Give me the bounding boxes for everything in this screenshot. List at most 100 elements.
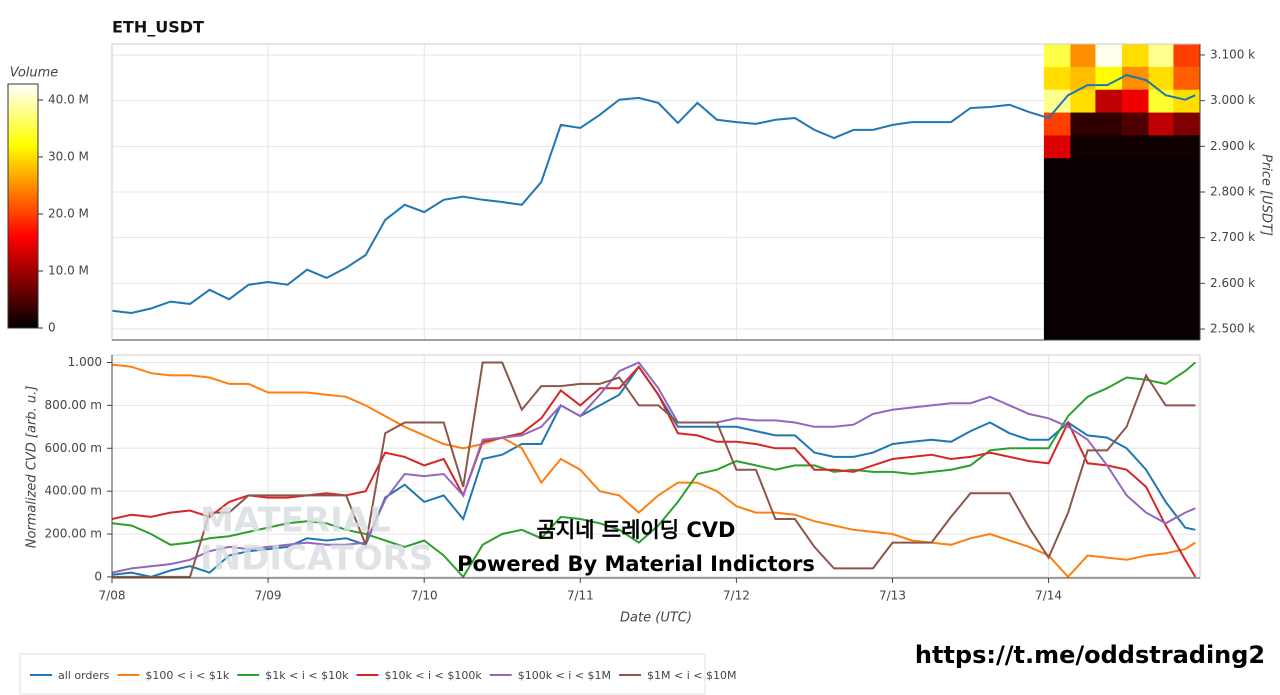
series-line	[112, 74, 1196, 315]
chart-title: ETH_USDT	[112, 18, 204, 37]
heatmap-cell	[1095, 89, 1123, 113]
heatmap-cell	[1173, 180, 1200, 204]
x-tick-label: 7/13	[879, 589, 906, 603]
annotation: Powered By Material Indictors	[457, 552, 815, 576]
heatmap-cell	[1070, 134, 1096, 159]
heatmap-cell	[1121, 44, 1149, 67]
heatmap-cell	[1043, 157, 1071, 182]
heatmap-cell	[1121, 317, 1149, 340]
heatmap-cell	[1070, 180, 1096, 204]
price-plot	[112, 44, 1200, 340]
colorbar-tick-label: 30.0 M	[48, 149, 89, 163]
colorbar-tick-label: 20.0 M	[48, 206, 89, 220]
heatmap-cell	[1148, 249, 1174, 273]
heatmap-cell	[1148, 180, 1174, 204]
heatmap-cell	[1148, 203, 1174, 227]
heatmap-cell	[1148, 226, 1174, 250]
y-tick-label: 2.800 k	[1210, 185, 1255, 199]
y-tick-label: 200.00 m	[45, 527, 103, 541]
heatmap-cell	[1148, 44, 1174, 67]
series-line	[112, 363, 1196, 578]
annotation: 곰지네 트레이딩 CVD	[537, 518, 736, 542]
heatmap-cell	[1095, 203, 1123, 227]
heatmap-cell	[1095, 317, 1123, 340]
x-tick-label: 7/14	[1035, 589, 1062, 603]
colorbar-tick-label: 40.0 M	[48, 92, 89, 106]
heatmap-cell	[1173, 203, 1200, 227]
x-tick-label: 7/10	[411, 589, 438, 603]
heatmap-cell	[1173, 89, 1200, 113]
heatmap-cell	[1173, 44, 1200, 67]
heatmap-cell	[1070, 271, 1096, 296]
heatmap-cell	[1043, 271, 1071, 296]
heatmap-cell	[1095, 249, 1123, 273]
heatmap-cell	[1121, 226, 1149, 250]
heatmap-cell	[1121, 180, 1149, 204]
y-tick-label: 800.00 m	[45, 398, 103, 412]
y-axis-label: Price [USDT]	[1259, 154, 1274, 236]
legend-label: all orders	[58, 669, 110, 682]
colorbar-tick-label: 0	[48, 321, 56, 335]
heatmap-cell	[1043, 180, 1071, 204]
heatmap-cell	[1173, 134, 1200, 159]
heatmap-cell	[1121, 271, 1149, 296]
heatmap-cell	[1173, 112, 1200, 136]
series-line	[112, 361, 1196, 578]
heatmap-cell	[1148, 112, 1174, 136]
heatmap-cell	[1121, 112, 1149, 136]
y-tick-label: 2.900 k	[1210, 139, 1255, 153]
legend-label: $1k < i < $10k	[265, 669, 349, 682]
y-axis-label: Normalized CVD [arb. u.]	[25, 386, 40, 549]
x-tick-label: 7/11	[567, 589, 594, 603]
heatmap-cell	[1095, 44, 1123, 67]
x-tick-label: 7/08	[99, 589, 126, 603]
heatmap-cell	[1095, 294, 1123, 319]
heatmap-cell	[1148, 317, 1174, 340]
legend-label: $1M < i < $10M	[647, 669, 736, 682]
heatmap-cell	[1043, 226, 1071, 250]
watermark: MATERIAL	[200, 501, 391, 541]
heatmap-cell	[1043, 112, 1071, 136]
colorbar	[7, 83, 39, 329]
heatmap-cell	[1121, 203, 1149, 227]
x-tick-label: 7/12	[723, 589, 750, 603]
heatmap-cell	[1148, 294, 1174, 319]
heatmap-cell	[1095, 271, 1123, 296]
heatmap-cell	[1070, 226, 1096, 250]
heatmap-cell	[1095, 226, 1123, 250]
legend-label: $100k < i < $1M	[518, 669, 611, 682]
heatmap-cell	[1095, 112, 1123, 136]
heatmap-cell	[1148, 66, 1174, 90]
heatmap-cell	[1148, 157, 1174, 182]
heatmap-cell	[1095, 180, 1123, 204]
heatmap-cell	[1095, 134, 1123, 159]
y-tick-label: 600.00 m	[45, 441, 103, 455]
y-tick-label: 400.00 m	[45, 484, 103, 498]
y-tick-label: 0	[94, 569, 102, 583]
colorbar-title: Volume	[10, 66, 59, 81]
heatmap-cell	[1121, 157, 1149, 182]
heatmap-cell	[1173, 294, 1200, 319]
link: https://t.me/oddstrading2	[915, 641, 1265, 669]
y-tick-label: 3.100 k	[1210, 47, 1255, 61]
heatmap-cell	[1070, 157, 1096, 182]
heatmap-cell	[1121, 294, 1149, 319]
heatmap-cell	[1043, 249, 1071, 273]
heatmap-cell	[1095, 66, 1123, 90]
heatmap-cell	[1070, 89, 1096, 113]
heatmap-cell	[1043, 317, 1071, 340]
heatmap-cell	[1148, 271, 1174, 296]
heatmap-cell	[1043, 44, 1071, 67]
heatmap-cell	[1173, 249, 1200, 273]
heatmap-cell	[1148, 134, 1174, 159]
watermark: INDICATORS	[200, 539, 433, 579]
heatmap-cell	[1095, 157, 1123, 182]
legend-label: $100 < i < $1k	[145, 669, 229, 682]
heatmap-cell	[1043, 66, 1071, 90]
heatmap-cell	[1070, 112, 1096, 136]
heatmap-cell	[1070, 66, 1096, 90]
y-tick-label: 2.600 k	[1210, 276, 1255, 290]
heatmap-cell	[1070, 44, 1096, 67]
y-tick-label: 3.000 k	[1210, 93, 1255, 107]
